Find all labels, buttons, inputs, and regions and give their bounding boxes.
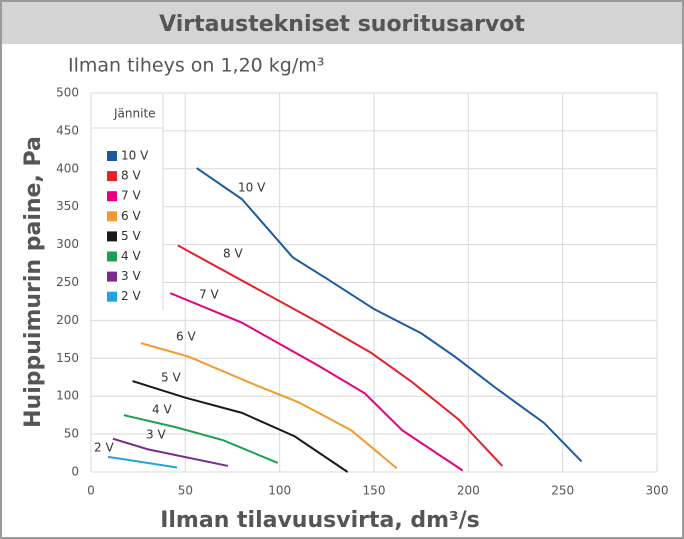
y-tick-label: 200 <box>56 313 79 327</box>
line-series <box>107 455 178 469</box>
legend-swatch <box>107 151 117 161</box>
legend-swatch <box>107 251 117 262</box>
legend-swatch <box>107 271 117 282</box>
legend-swatch <box>107 191 117 202</box>
legend-box <box>92 94 163 310</box>
legend-swatch <box>107 231 117 242</box>
y-tick-label: 100 <box>56 389 79 403</box>
x-axis-label: Ilman tilavuusvirta, dm³/s <box>160 508 480 533</box>
line-label: 10 V <box>238 181 266 195</box>
y-tick-label: 0 <box>71 465 79 479</box>
line-label: 5 V <box>161 371 181 385</box>
y-tick-label: 350 <box>56 199 79 213</box>
line-series <box>123 414 279 464</box>
subtitle: Ilman tiheys on 1,20 kg/m³ <box>68 55 324 77</box>
line-label: 2 V <box>94 441 114 455</box>
line-series <box>140 342 398 469</box>
y-tick-label: 400 <box>56 161 79 175</box>
x-tick-label: 50 <box>178 484 193 498</box>
line-label: 6 V <box>176 330 196 344</box>
legend-label: 2 V <box>121 289 141 303</box>
title-bar <box>2 2 682 44</box>
legend-title: Jännite <box>113 107 156 121</box>
legend-swatch <box>107 291 117 302</box>
y-tick-label: 300 <box>56 237 79 251</box>
y-tick-label: 150 <box>56 351 79 365</box>
x-tick-label: 200 <box>457 484 480 498</box>
x-tick-label: 250 <box>551 484 574 498</box>
x-tick-label: 300 <box>646 484 669 498</box>
line-series <box>177 244 504 467</box>
line-series <box>112 437 229 467</box>
line-label: 4 V <box>152 403 172 417</box>
legend-swatch <box>107 171 117 182</box>
legend-swatch <box>107 211 117 222</box>
y-tick-label: 250 <box>56 275 79 289</box>
x-tick-label: 100 <box>268 484 291 498</box>
legend-label: 4 V <box>121 249 141 263</box>
legend-label: 5 V <box>121 229 141 243</box>
line-series <box>196 167 583 463</box>
legend-label: 10 V <box>121 149 149 163</box>
line-label: 8 V <box>223 247 243 261</box>
line-label: 7 V <box>199 288 219 302</box>
x-tick-label: 0 <box>87 484 95 498</box>
line-series <box>132 380 349 473</box>
line-label: 3 V <box>146 428 166 442</box>
legend-label: 8 V <box>121 169 141 183</box>
x-tick-label: 150 <box>363 484 386 498</box>
y-tick-label: 450 <box>56 123 79 137</box>
line-series <box>169 292 464 472</box>
y-axis-label: Huippuimurin paine, Pa <box>21 136 46 428</box>
legend-label: 6 V <box>121 209 141 223</box>
y-tick-label: 500 <box>56 86 79 100</box>
chart-title: Virtaustekniset suoritusarvot <box>159 12 525 37</box>
y-tick-label: 50 <box>64 427 79 441</box>
legend-label: 3 V <box>121 269 141 283</box>
legend-label: 7 V <box>121 189 141 203</box>
